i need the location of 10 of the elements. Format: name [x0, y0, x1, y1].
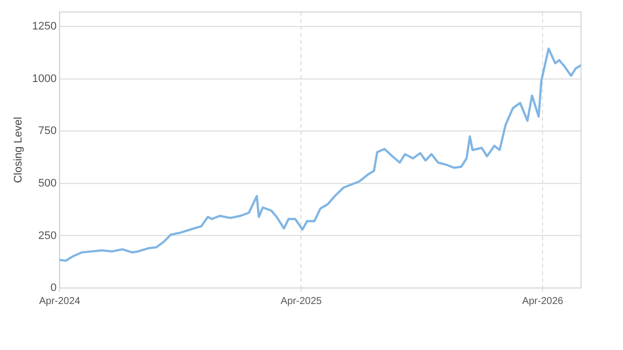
y-axis-title: Closing Level	[12, 116, 25, 184]
y-tick-label: 1250	[32, 20, 57, 33]
y-tick-label: 500	[38, 177, 57, 190]
y-tick-label: 250	[38, 230, 57, 242]
y-tick-label: 0	[50, 282, 57, 294]
x-tick-label: Apr-2025	[280, 296, 322, 307]
y-tick-label: 1000	[32, 72, 57, 85]
y-tick-label: 750	[38, 125, 57, 138]
x-tick-label: Apr-2026	[522, 296, 564, 307]
x-tick-label: Apr-2024	[39, 296, 81, 307]
